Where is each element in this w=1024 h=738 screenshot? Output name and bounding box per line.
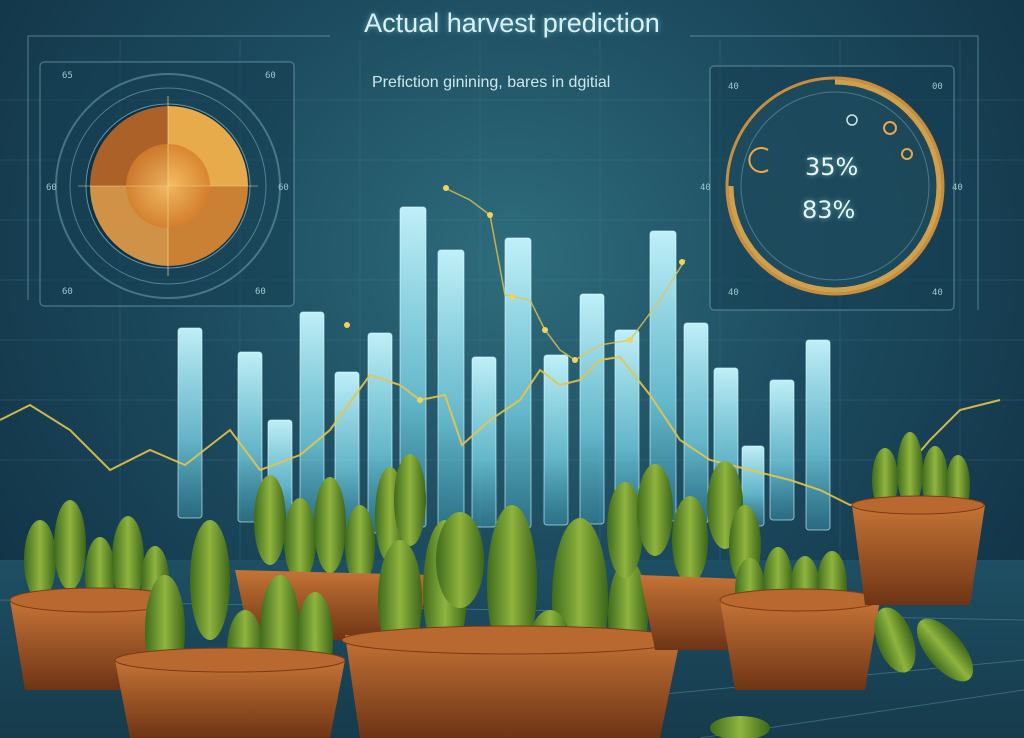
gauge-value-top: 35%	[805, 153, 859, 181]
basket-center	[341, 505, 683, 738]
panel-label: 40	[700, 183, 711, 193]
panel-label: 40	[932, 288, 943, 298]
panel-label: 40	[952, 183, 963, 193]
bar	[543, 354, 569, 526]
panel-label: 40	[728, 288, 739, 298]
bar	[683, 322, 709, 524]
bar	[504, 237, 532, 529]
bar	[177, 327, 203, 519]
pie-panel	[39, 61, 295, 307]
panel-label: 00	[932, 82, 943, 92]
panel-label: 60	[265, 71, 276, 81]
panel-label: 60	[255, 287, 266, 297]
bar	[237, 351, 263, 523]
gauge-panel	[709, 65, 955, 311]
trend-points	[344, 185, 685, 403]
panel-label: 65	[62, 71, 73, 81]
bar	[471, 356, 497, 528]
gauge-value-bottom: 83%	[802, 196, 856, 224]
dashboard-frame	[27, 35, 979, 310]
panel-label: 40	[728, 82, 739, 92]
trend-line-upper	[444, 187, 686, 361]
page-title: Actual harvest prediction	[364, 8, 660, 38]
bar	[579, 293, 605, 525]
basket-right	[719, 547, 881, 690]
loose-pickles	[710, 607, 974, 738]
bar-chart	[177, 206, 831, 534]
basket-front-left	[114, 520, 346, 738]
basket-far-right	[851, 432, 985, 605]
panel-label: 60	[62, 287, 73, 297]
panel-label: 60	[278, 183, 289, 193]
bar	[437, 249, 465, 531]
panel-label: 60	[46, 183, 57, 193]
page-subtitle: Prefiction ginining, bares in dgitial	[372, 74, 611, 91]
bar	[769, 379, 795, 521]
trend-line	[0, 355, 1001, 507]
bar	[805, 339, 831, 531]
